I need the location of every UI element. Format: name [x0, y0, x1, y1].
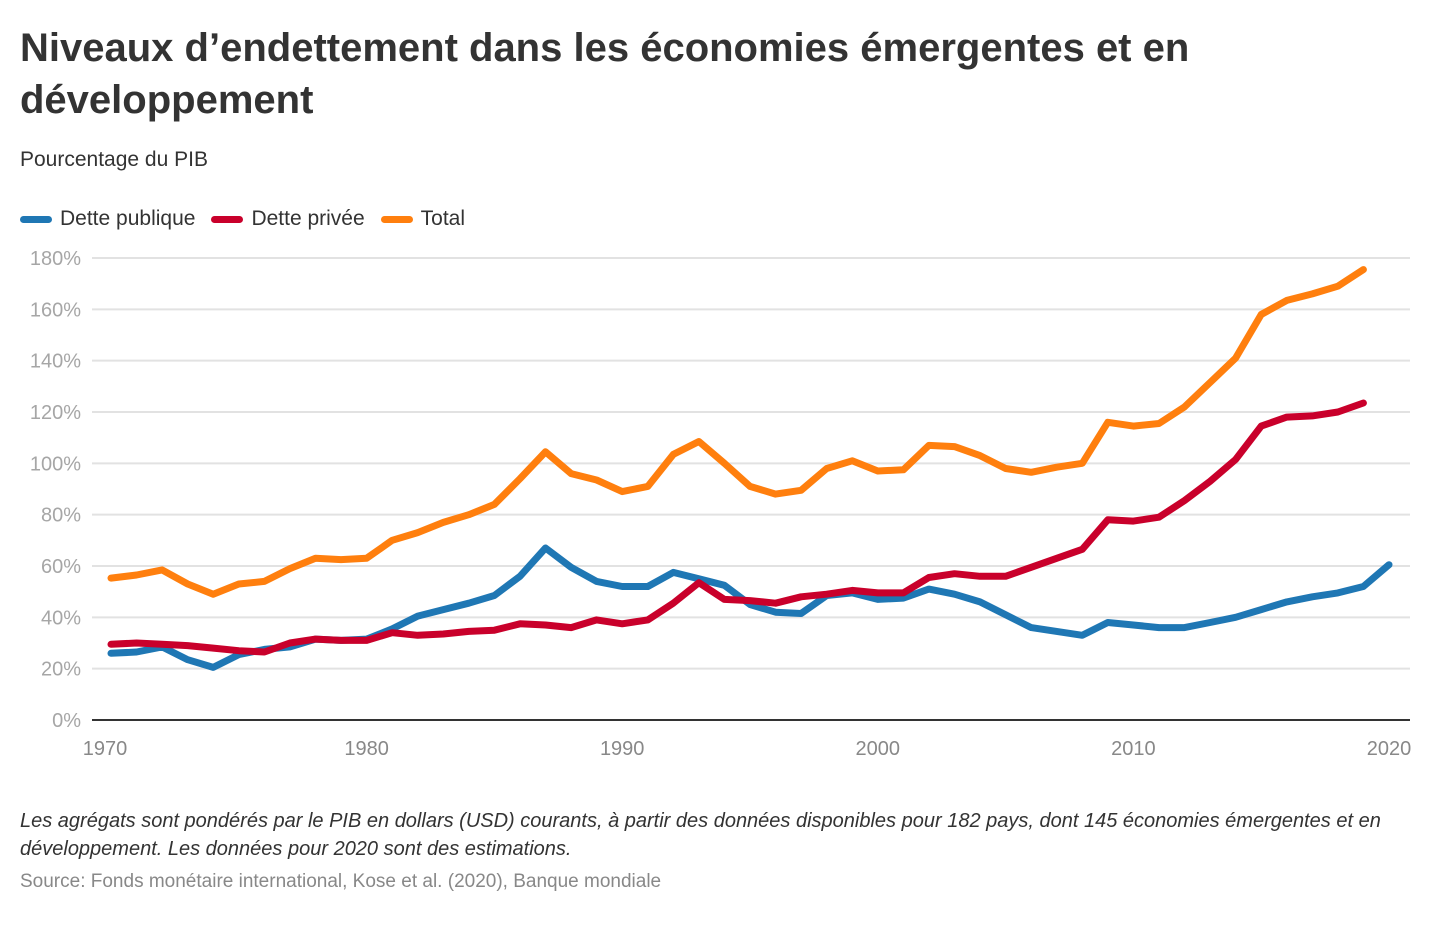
x-tick-label: 2010	[1111, 738, 1156, 760]
series-line-dette-privee[interactable]	[107, 399, 1367, 656]
legend-item-private-debt[interactable]: Dette privée	[211, 207, 365, 231]
legend-swatch-public-debt	[20, 215, 52, 223]
x-axis-tick-labels: 1970 1980 1990 2000 2010 2020	[83, 738, 1412, 760]
legend-swatch-private-debt	[211, 215, 244, 223]
x-tick-label: 2000	[856, 738, 901, 760]
legend-item-public-debt[interactable]: Dette publique	[20, 207, 195, 231]
series-line-total[interactable]	[107, 266, 1367, 598]
y-tick-label: 160%	[30, 299, 81, 321]
x-tick-label: 1990	[600, 738, 645, 760]
x-tick-label: 2020	[1367, 738, 1412, 760]
y-axis-tick-labels: 0% 20% 40% 60% 80% 100% 120% 140% 160% 180%	[30, 248, 81, 732]
legend-label-total: Total	[420, 207, 466, 230]
y-tick-label: 180%	[30, 248, 81, 270]
y-tick-label: 0%	[52, 710, 81, 732]
series-lines	[107, 266, 1393, 671]
y-tick-label: 80%	[41, 505, 81, 527]
y-tick-label: 100%	[30, 453, 81, 475]
legend-swatch-total	[380, 215, 413, 223]
y-tick-label: 40%	[41, 607, 81, 629]
legend-label-private-debt: Dette privée	[251, 207, 365, 230]
y-tick-label: 60%	[41, 556, 81, 578]
y-tick-label: 140%	[30, 351, 81, 373]
chart-note: Les agrégats sont pondérés par le PIB en…	[20, 810, 1381, 860]
x-tick-label: 1970	[83, 738, 128, 760]
chart-title: Niveaux d’endettement dans les économies…	[20, 26, 1190, 122]
legend-item-total[interactable]: Total	[380, 207, 466, 231]
line-chart: 0%20%40%60%80%100%120%140%160%180% 1970 1…	[30, 248, 1412, 760]
gridlines	[92, 257, 1410, 670]
chart-subtitle: Pourcentage du PIB	[20, 148, 208, 171]
x-tick-label: 1980	[344, 738, 389, 760]
legend: Dette publique Dette privée Total	[20, 207, 481, 231]
y-tick-label: 120%	[30, 402, 81, 424]
y-tick-label: 20%	[41, 659, 81, 681]
chart-source: Source: Fonds monétaire international, K…	[20, 871, 662, 892]
legend-label-public-debt: Dette publique	[60, 207, 196, 230]
